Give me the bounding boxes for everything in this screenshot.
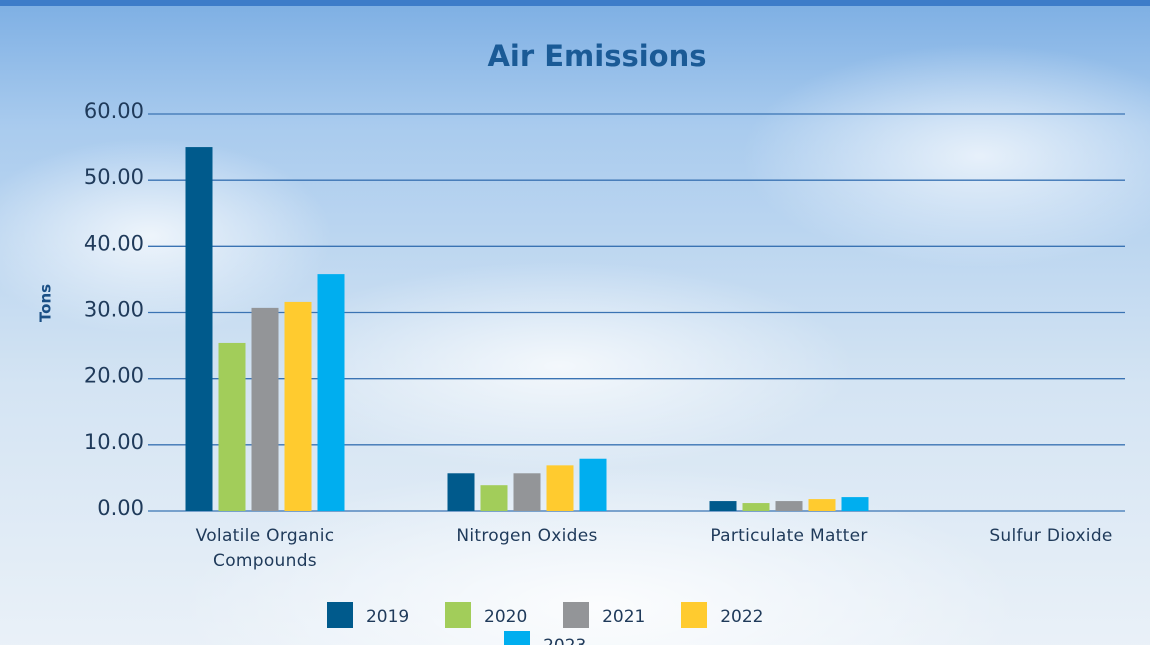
y-tick-label: 10.00 [84, 430, 144, 454]
x-tick-label: Sulfur Dioxide [956, 524, 1146, 549]
legend-label: 2021 [602, 607, 645, 627]
bar [776, 501, 803, 511]
legend-swatch [327, 602, 353, 628]
bar [743, 503, 770, 511]
legend-label: 2020 [484, 607, 527, 627]
bar [580, 459, 607, 511]
bar [448, 473, 475, 511]
legend-label: 2022 [720, 607, 763, 627]
legend-swatch [681, 602, 707, 628]
bar [842, 497, 869, 511]
chart-title: Air Emissions [487, 39, 706, 73]
legend-label: 2023 [543, 636, 586, 645]
bar [547, 465, 574, 511]
legend: 2019 2020 2021 2022 2023 [320, 602, 800, 645]
bar [514, 473, 541, 511]
y-tick-label: 0.00 [97, 496, 144, 520]
bar [186, 147, 213, 511]
bar [219, 343, 246, 511]
x-tick-label: Nitrogen Oxides [432, 524, 622, 549]
y-tick-label: 40.00 [84, 231, 144, 255]
bar [318, 274, 345, 511]
y-axis-title: Tons [37, 284, 55, 322]
chart: Air Emissions Tons 0.00 10.00 20.00 30.00 40… [0, 0, 1150, 645]
legend-swatch [563, 602, 589, 628]
bar [710, 501, 737, 511]
bar [809, 499, 836, 511]
x-tick-label: Volatile Organic Compounds [170, 524, 360, 574]
y-tick-label: 60.00 [84, 99, 144, 123]
bar [252, 308, 279, 511]
legend-swatch [445, 602, 471, 628]
y-tick-label: 50.00 [84, 165, 144, 189]
legend-swatch [504, 631, 530, 645]
y-tick-label: 20.00 [84, 364, 144, 388]
bar [481, 485, 508, 511]
bar [285, 302, 312, 511]
x-tick-label: Particulate Matter [694, 524, 884, 549]
y-tick-label: 30.00 [84, 298, 144, 322]
legend-label: 2019 [366, 607, 409, 627]
